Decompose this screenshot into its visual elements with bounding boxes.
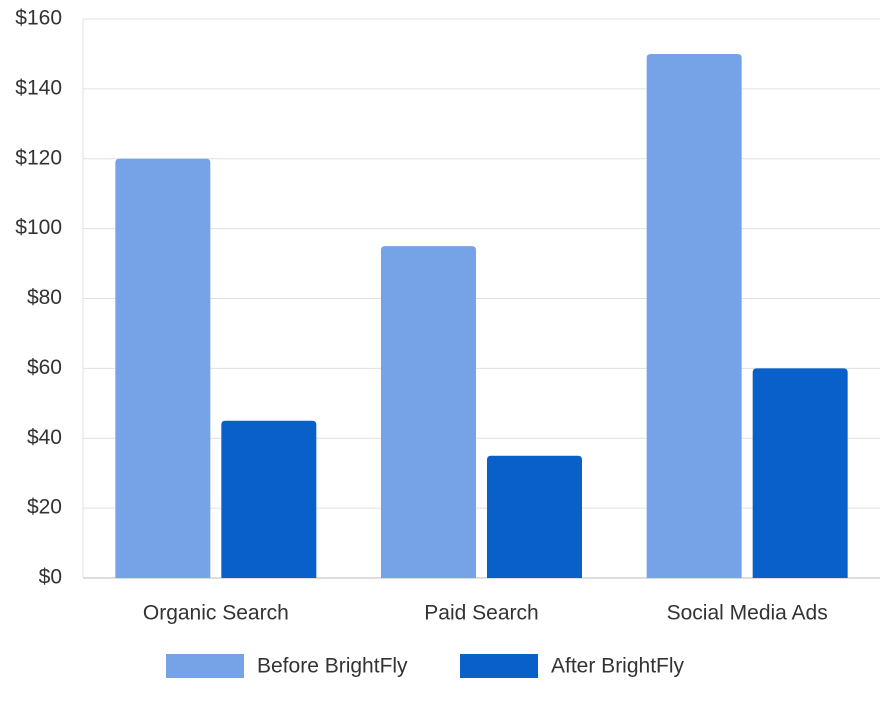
legend-swatch [166, 654, 244, 678]
x-tick-label: Paid Search [424, 602, 538, 625]
y-tick-label: $140 [15, 76, 62, 99]
y-tick-label: $100 [15, 216, 62, 239]
legend-swatch [460, 654, 538, 678]
y-tick-label: $120 [15, 146, 62, 169]
bar [752, 368, 848, 578]
y-tick-label: $60 [27, 356, 62, 379]
legend-label: After BrightFly [551, 655, 685, 678]
bar [487, 455, 582, 578]
legend-label: Before BrightFly [257, 655, 408, 678]
bar [221, 420, 317, 578]
bar [381, 246, 476, 578]
y-tick-label: $20 [27, 496, 62, 519]
x-tick-label: Social Media Ads [667, 602, 828, 625]
y-tick-label: $40 [27, 426, 62, 449]
y-tick-label: $80 [27, 286, 62, 309]
bar [646, 53, 742, 578]
x-tick-label: Organic Search [143, 602, 289, 625]
bar [115, 158, 211, 578]
y-tick-label: $160 [15, 7, 62, 30]
y-tick-label: $0 [39, 566, 62, 589]
